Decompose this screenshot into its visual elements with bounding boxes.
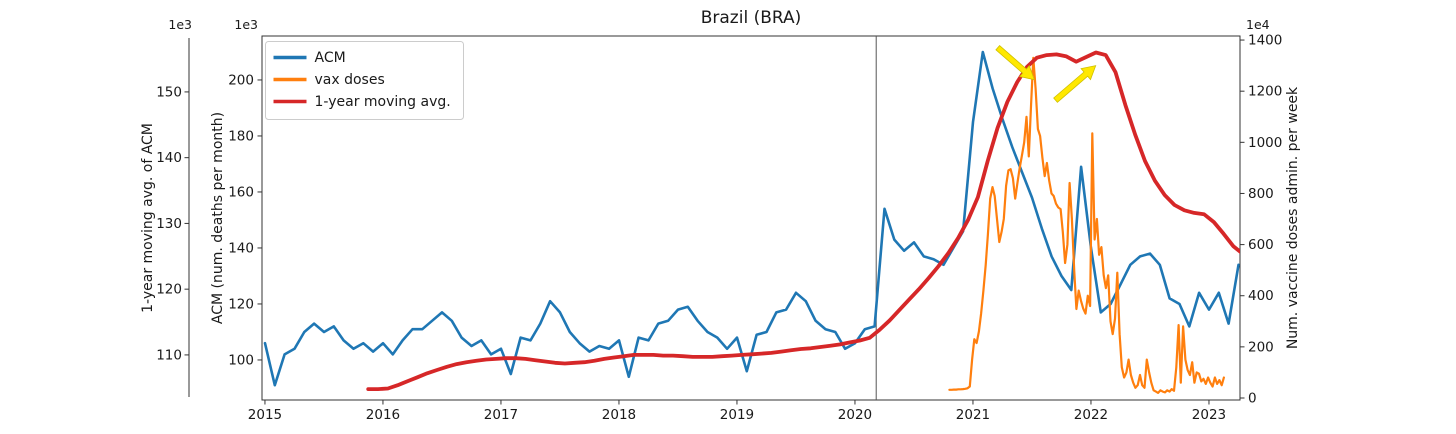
x-tick-label: 2015 xyxy=(248,407,282,423)
axes-layer: 2015 2016 2017 2018 2019 2020 2021 2022 2023 100 1… xyxy=(156,33,1282,423)
moving-avg-tick-label: 120 xyxy=(156,282,182,298)
vax-tick-label: 600 xyxy=(1248,237,1274,253)
vax-doses-line xyxy=(948,56,1226,394)
moving-avg-axis-label: 1-year moving avg. of ACM xyxy=(140,123,156,313)
vax-tick-label: 800 xyxy=(1248,186,1274,202)
legend-label: vax doses xyxy=(315,72,385,88)
acm-tick-label: 200 xyxy=(228,72,254,88)
moving-avg-tick-label: 150 xyxy=(156,84,182,100)
legend-box xyxy=(265,41,464,120)
acm-tick-label: 140 xyxy=(228,240,254,256)
plot-frame xyxy=(261,35,1241,401)
vax-tick-label: 200 xyxy=(1248,339,1274,355)
moving-avg-axis-multiplier: 1e3 xyxy=(168,17,192,32)
acm-axis-label: ACM (num. deaths per month) xyxy=(210,112,226,324)
x-tick-label: 2016 xyxy=(366,407,400,423)
series-layer xyxy=(263,36,1240,400)
moving-avg-tick-label: 130 xyxy=(156,216,182,232)
acm-tick-label: 120 xyxy=(228,296,254,312)
x-tick-label: 2021 xyxy=(956,407,990,423)
vax-tick-label: 0 xyxy=(1248,391,1257,407)
vax-axis-label: Num. vaccine doses admin. per week xyxy=(1285,86,1301,349)
moving-avg-tick-label: 110 xyxy=(156,347,182,363)
moving-avg-tick-label: 140 xyxy=(156,150,182,166)
x-tick-label: 2020 xyxy=(838,407,872,423)
legend: ACM vax doses 1-year moving avg. xyxy=(265,41,464,120)
legend-label: ACM xyxy=(315,50,346,66)
vax-tick-label: 400 xyxy=(1248,288,1274,304)
x-tick-label: 2019 xyxy=(720,407,754,423)
acm-axis-multiplier: 1e3 xyxy=(234,17,258,32)
vax-tick-label: 1200 xyxy=(1248,84,1282,100)
vax-axis-multiplier: 1e4 xyxy=(1246,17,1270,32)
annotation-arrow-2 xyxy=(1053,65,1097,103)
vax-tick-label: 1000 xyxy=(1248,135,1282,151)
annotations-layer xyxy=(995,45,1097,103)
1-year-moving-avg--line xyxy=(366,50,1240,392)
x-tick-label: 2018 xyxy=(602,407,636,423)
x-tick-label: 2023 xyxy=(1192,407,1226,423)
annotation-arrow-1 xyxy=(995,45,1035,81)
vax-tick-label: 1400 xyxy=(1248,33,1282,49)
acm-tick-label: 180 xyxy=(228,128,254,144)
chart-title: Brazil (BRA) xyxy=(701,8,802,28)
acm-tick-label: 100 xyxy=(228,352,254,368)
legend-label: 1-year moving avg. xyxy=(315,94,451,110)
acm-tick-label: 160 xyxy=(228,184,254,200)
x-tick-label: 2017 xyxy=(484,407,518,423)
x-tick-label: 2022 xyxy=(1074,407,1108,423)
